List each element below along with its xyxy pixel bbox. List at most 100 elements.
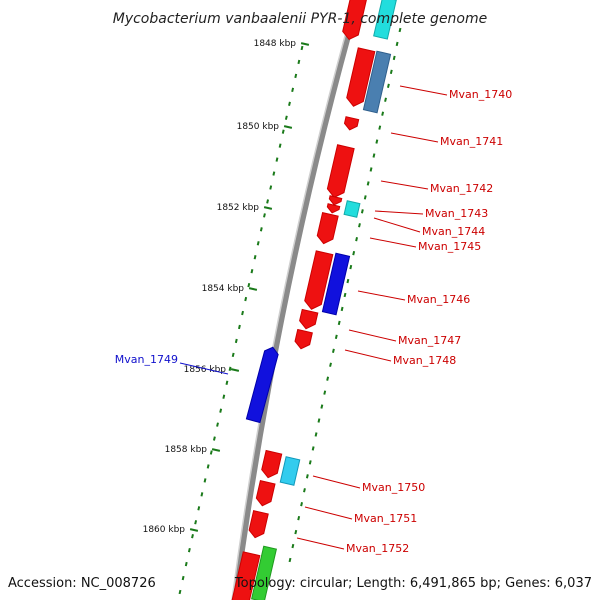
guide-dot bbox=[303, 488, 306, 493]
guide-dot bbox=[281, 129, 285, 134]
guide-dot bbox=[272, 171, 276, 176]
scale-tick-mark bbox=[230, 368, 240, 372]
gene-label[interactable]: Mvan_1745 bbox=[418, 240, 481, 253]
guide-dot bbox=[395, 41, 399, 47]
guide-dot bbox=[234, 338, 238, 344]
scale-tick-mark bbox=[300, 42, 310, 46]
gene-label[interactable]: Mvan_1749 bbox=[115, 353, 178, 366]
guide-dot bbox=[181, 575, 185, 581]
label-leader-line bbox=[179, 362, 229, 375]
scale-tick-label: 1852 kbp bbox=[217, 203, 260, 213]
scale-tick-label: 1856 kbp bbox=[184, 365, 227, 375]
gene-label[interactable]: Mvan_1740 bbox=[449, 88, 512, 101]
guide-dot bbox=[219, 408, 223, 413]
gene-label[interactable]: Mvan_1750 bbox=[362, 481, 425, 494]
label-leader-line bbox=[304, 506, 353, 520]
guide-dot bbox=[241, 310, 244, 316]
scale-ticks: 1848 kbp 1850 kbp 1852 kbp 1854 kbp 1856 kbp… bbox=[143, 39, 310, 535]
guide-dot bbox=[291, 543, 295, 549]
guide-dot bbox=[340, 306, 344, 312]
guide-dot bbox=[222, 394, 226, 399]
guide-dot bbox=[225, 380, 229, 385]
gene-label[interactable]: Mvan_1744 bbox=[422, 225, 485, 238]
label-leader-line bbox=[374, 210, 424, 215]
gene-feature-arrow bbox=[245, 346, 279, 424]
guide-dot bbox=[311, 446, 315, 451]
label-leader-line bbox=[296, 537, 345, 550]
scale-tick-mark bbox=[283, 125, 293, 129]
gene-feature-arrow bbox=[294, 328, 313, 350]
guide-dot bbox=[389, 69, 393, 75]
guide-dot bbox=[203, 478, 207, 483]
guide-dot bbox=[275, 157, 279, 162]
inner-dotted-guide bbox=[178, 45, 304, 595]
guide-dot bbox=[269, 185, 273, 190]
scale-tick-mark bbox=[248, 287, 258, 291]
guide-dot bbox=[320, 404, 324, 409]
label-leader-line bbox=[399, 85, 448, 96]
map-title: Mycobacterium vanbaalenii PYR-1, complet… bbox=[113, 11, 488, 27]
gene-feature-arrow bbox=[373, 0, 397, 40]
gene-feature-arrow bbox=[231, 551, 261, 600]
guide-dot bbox=[288, 557, 292, 563]
guide-dot bbox=[375, 139, 379, 144]
guide-dot bbox=[250, 269, 254, 274]
gene-feature-arrow bbox=[343, 200, 361, 218]
gene-feature-arrow bbox=[248, 510, 269, 539]
guide-dot bbox=[386, 83, 390, 88]
guide-dot bbox=[206, 464, 210, 469]
gene-feature-arrow bbox=[342, 0, 367, 41]
gene-label[interactable]: Mvan_1743 bbox=[425, 207, 488, 220]
gene-label[interactable]: Mvan_1742 bbox=[430, 182, 493, 195]
gene-label[interactable]: Mvan_1741 bbox=[440, 135, 503, 148]
guide-dot bbox=[381, 111, 385, 116]
guide-dot bbox=[256, 241, 260, 246]
accession-text: Accession: NC_008726 bbox=[8, 576, 156, 591]
guide-dot bbox=[384, 97, 387, 102]
scale-tick-mark bbox=[211, 448, 221, 452]
gene-feature-arrow bbox=[316, 211, 339, 245]
guide-dot bbox=[294, 73, 298, 79]
guide-dot bbox=[349, 264, 353, 270]
label-leader-line bbox=[390, 132, 439, 143]
guide-dot bbox=[297, 59, 301, 65]
scale-tick-label: 1854 kbp bbox=[202, 284, 245, 294]
gene-feature-arrow bbox=[328, 195, 343, 206]
gene-feature-arrow bbox=[255, 480, 276, 507]
guide-dot bbox=[231, 352, 235, 358]
gene-label[interactable]: Mvan_1746 bbox=[407, 293, 470, 306]
scale-tick-label: 1850 kbp bbox=[237, 122, 280, 132]
guide-dot bbox=[337, 320, 341, 326]
gene-label[interactable]: Mvan_1748 bbox=[393, 354, 456, 367]
guide-dot bbox=[334, 334, 338, 340]
gene-label[interactable]: Mvan_1751 bbox=[354, 512, 417, 525]
guide-dot bbox=[247, 282, 251, 288]
gene-label[interactable]: Mvan_1747 bbox=[398, 334, 461, 347]
gene-feature-arrow bbox=[321, 252, 351, 316]
guide-dot bbox=[366, 181, 370, 186]
guide-dot bbox=[294, 529, 298, 535]
label-leader-line bbox=[348, 329, 397, 342]
guide-dot bbox=[291, 87, 295, 93]
gene-label[interactable]: Mvan_1752 bbox=[346, 542, 409, 555]
gene-feature-arrow bbox=[250, 545, 278, 600]
label-leader-line bbox=[373, 217, 421, 233]
guide-dot bbox=[212, 436, 216, 441]
guide-dot bbox=[314, 432, 318, 437]
gene-feature-arrow bbox=[326, 203, 341, 214]
scale-tick-label: 1860 kbp bbox=[143, 525, 186, 535]
scale-tick-label: 1848 kbp bbox=[254, 39, 297, 49]
gene-feature-arrow bbox=[326, 144, 355, 198]
guide-dot bbox=[346, 278, 350, 284]
scale-tick-mark bbox=[263, 206, 273, 210]
guide-dot bbox=[191, 534, 194, 539]
gene-labels: Mvan_1740 Mvan_1741 Mvan_1742 Mvan_1743 Mvan… bbox=[115, 85, 512, 555]
guide-dot bbox=[284, 115, 288, 120]
label-leader-line bbox=[369, 237, 417, 248]
guide-dot bbox=[194, 520, 198, 525]
gene-feature-arrow bbox=[279, 456, 301, 486]
guide-dot bbox=[329, 362, 332, 367]
guide-dot bbox=[297, 515, 301, 521]
